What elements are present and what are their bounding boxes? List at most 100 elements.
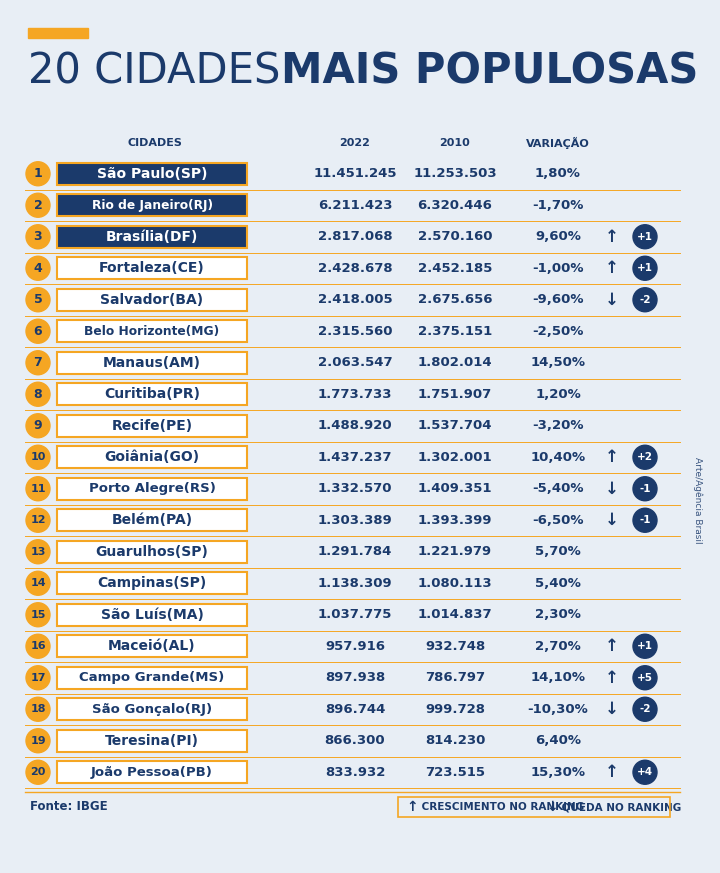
Text: 866.300: 866.300	[325, 734, 385, 747]
Circle shape	[633, 288, 657, 312]
Circle shape	[26, 162, 50, 186]
FancyBboxPatch shape	[57, 509, 247, 532]
Text: CRESCIMENTO NO RANKING: CRESCIMENTO NO RANKING	[418, 802, 584, 812]
Text: 2.375.151: 2.375.151	[418, 325, 492, 338]
Text: 1: 1	[34, 168, 42, 180]
Text: 1.332.570: 1.332.570	[318, 482, 392, 495]
Text: -10,30%: -10,30%	[528, 703, 588, 716]
Text: 2.063.547: 2.063.547	[318, 356, 392, 369]
Text: ↑: ↑	[605, 763, 619, 781]
Circle shape	[26, 193, 50, 217]
Text: 896.744: 896.744	[325, 703, 385, 716]
Text: ↑: ↑	[605, 228, 619, 246]
Circle shape	[26, 414, 50, 437]
Text: 2.428.678: 2.428.678	[318, 262, 392, 275]
Text: Porto Alegre(RS): Porto Alegre(RS)	[89, 482, 215, 495]
Text: 1.303.389: 1.303.389	[318, 513, 392, 526]
Text: ↓: ↓	[546, 800, 557, 814]
Text: 786.797: 786.797	[425, 671, 485, 684]
Text: 8: 8	[34, 388, 42, 401]
Text: 1.802.014: 1.802.014	[418, 356, 492, 369]
FancyBboxPatch shape	[57, 572, 247, 595]
Text: Guarulhos(SP): Guarulhos(SP)	[96, 545, 208, 559]
FancyBboxPatch shape	[57, 698, 247, 720]
Text: 2022: 2022	[340, 138, 370, 148]
Text: 1.221.979: 1.221.979	[418, 546, 492, 558]
Text: Rio de Janeiro(RJ): Rio de Janeiro(RJ)	[91, 199, 212, 212]
Text: Manaus(AM): Manaus(AM)	[103, 356, 201, 370]
Text: 1.302.001: 1.302.001	[418, 450, 492, 464]
Text: 897.938: 897.938	[325, 671, 385, 684]
Text: 10: 10	[30, 452, 45, 462]
Text: 1.437.237: 1.437.237	[318, 450, 392, 464]
Text: 1.409.351: 1.409.351	[418, 482, 492, 495]
Text: 14,10%: 14,10%	[531, 671, 585, 684]
Text: ↑: ↑	[605, 448, 619, 466]
FancyBboxPatch shape	[57, 415, 247, 436]
Text: -1: -1	[639, 515, 651, 526]
Circle shape	[633, 698, 657, 721]
Circle shape	[633, 760, 657, 784]
Text: 2010: 2010	[440, 138, 470, 148]
Text: ↑: ↑	[406, 800, 418, 814]
Text: ↑: ↑	[605, 637, 619, 656]
FancyBboxPatch shape	[57, 162, 247, 185]
Text: Goiânia(GO): Goiânia(GO)	[104, 450, 199, 464]
Text: 1.014.837: 1.014.837	[418, 608, 492, 622]
Text: -3,20%: -3,20%	[532, 419, 584, 432]
Text: 20: 20	[30, 767, 45, 777]
Text: +1: +1	[637, 264, 653, 273]
Text: -1,00%: -1,00%	[532, 262, 584, 275]
Circle shape	[633, 508, 657, 533]
Text: 17: 17	[30, 673, 46, 683]
Text: São Gonçalo(RJ): São Gonçalo(RJ)	[92, 703, 212, 716]
FancyBboxPatch shape	[57, 195, 247, 217]
Bar	[28, 28, 88, 38]
Text: 1.537.704: 1.537.704	[418, 419, 492, 432]
FancyBboxPatch shape	[57, 383, 247, 405]
Text: 2.675.656: 2.675.656	[418, 293, 492, 306]
Text: Arte/Agência Brasil: Arte/Agência Brasil	[693, 457, 703, 543]
FancyBboxPatch shape	[57, 604, 247, 626]
Circle shape	[26, 351, 50, 375]
Text: 2.570.160: 2.570.160	[418, 230, 492, 244]
Text: Fortaleza(CE): Fortaleza(CE)	[99, 261, 205, 275]
FancyBboxPatch shape	[57, 667, 247, 689]
Text: 1.393.399: 1.393.399	[418, 513, 492, 526]
Text: 957.916: 957.916	[325, 640, 385, 653]
Text: -2: -2	[639, 705, 651, 714]
Text: 9,60%: 9,60%	[535, 230, 581, 244]
Circle shape	[26, 477, 50, 501]
Text: 6.320.446: 6.320.446	[418, 199, 492, 212]
Circle shape	[633, 666, 657, 690]
Text: 5,40%: 5,40%	[535, 577, 581, 590]
Text: ↓: ↓	[605, 291, 619, 309]
Circle shape	[26, 698, 50, 721]
Text: 2.817.068: 2.817.068	[318, 230, 392, 244]
FancyBboxPatch shape	[57, 540, 247, 563]
Circle shape	[26, 288, 50, 312]
Text: 1.488.920: 1.488.920	[318, 419, 392, 432]
Text: ↑: ↑	[605, 669, 619, 687]
Text: Belo Horizonte(MG): Belo Horizonte(MG)	[84, 325, 220, 338]
Circle shape	[26, 445, 50, 470]
Text: 2.452.185: 2.452.185	[418, 262, 492, 275]
Text: 14,50%: 14,50%	[531, 356, 585, 369]
Text: 11.253.503: 11.253.503	[413, 168, 497, 180]
Text: 15: 15	[30, 609, 45, 620]
Circle shape	[26, 729, 50, 753]
Circle shape	[26, 540, 50, 564]
Text: -6,50%: -6,50%	[532, 513, 584, 526]
Text: 932.748: 932.748	[425, 640, 485, 653]
FancyBboxPatch shape	[57, 730, 247, 752]
Text: 1.751.907: 1.751.907	[418, 388, 492, 401]
FancyBboxPatch shape	[57, 761, 247, 783]
Text: +1: +1	[637, 231, 653, 242]
Text: ↓: ↓	[605, 512, 619, 529]
Text: 1,20%: 1,20%	[535, 388, 581, 401]
Text: +4: +4	[637, 767, 653, 777]
Text: 7: 7	[34, 356, 42, 369]
Circle shape	[26, 382, 50, 406]
Text: MAIS POPULOSAS: MAIS POPULOSAS	[281, 50, 698, 92]
Text: 15,30%: 15,30%	[531, 766, 585, 779]
